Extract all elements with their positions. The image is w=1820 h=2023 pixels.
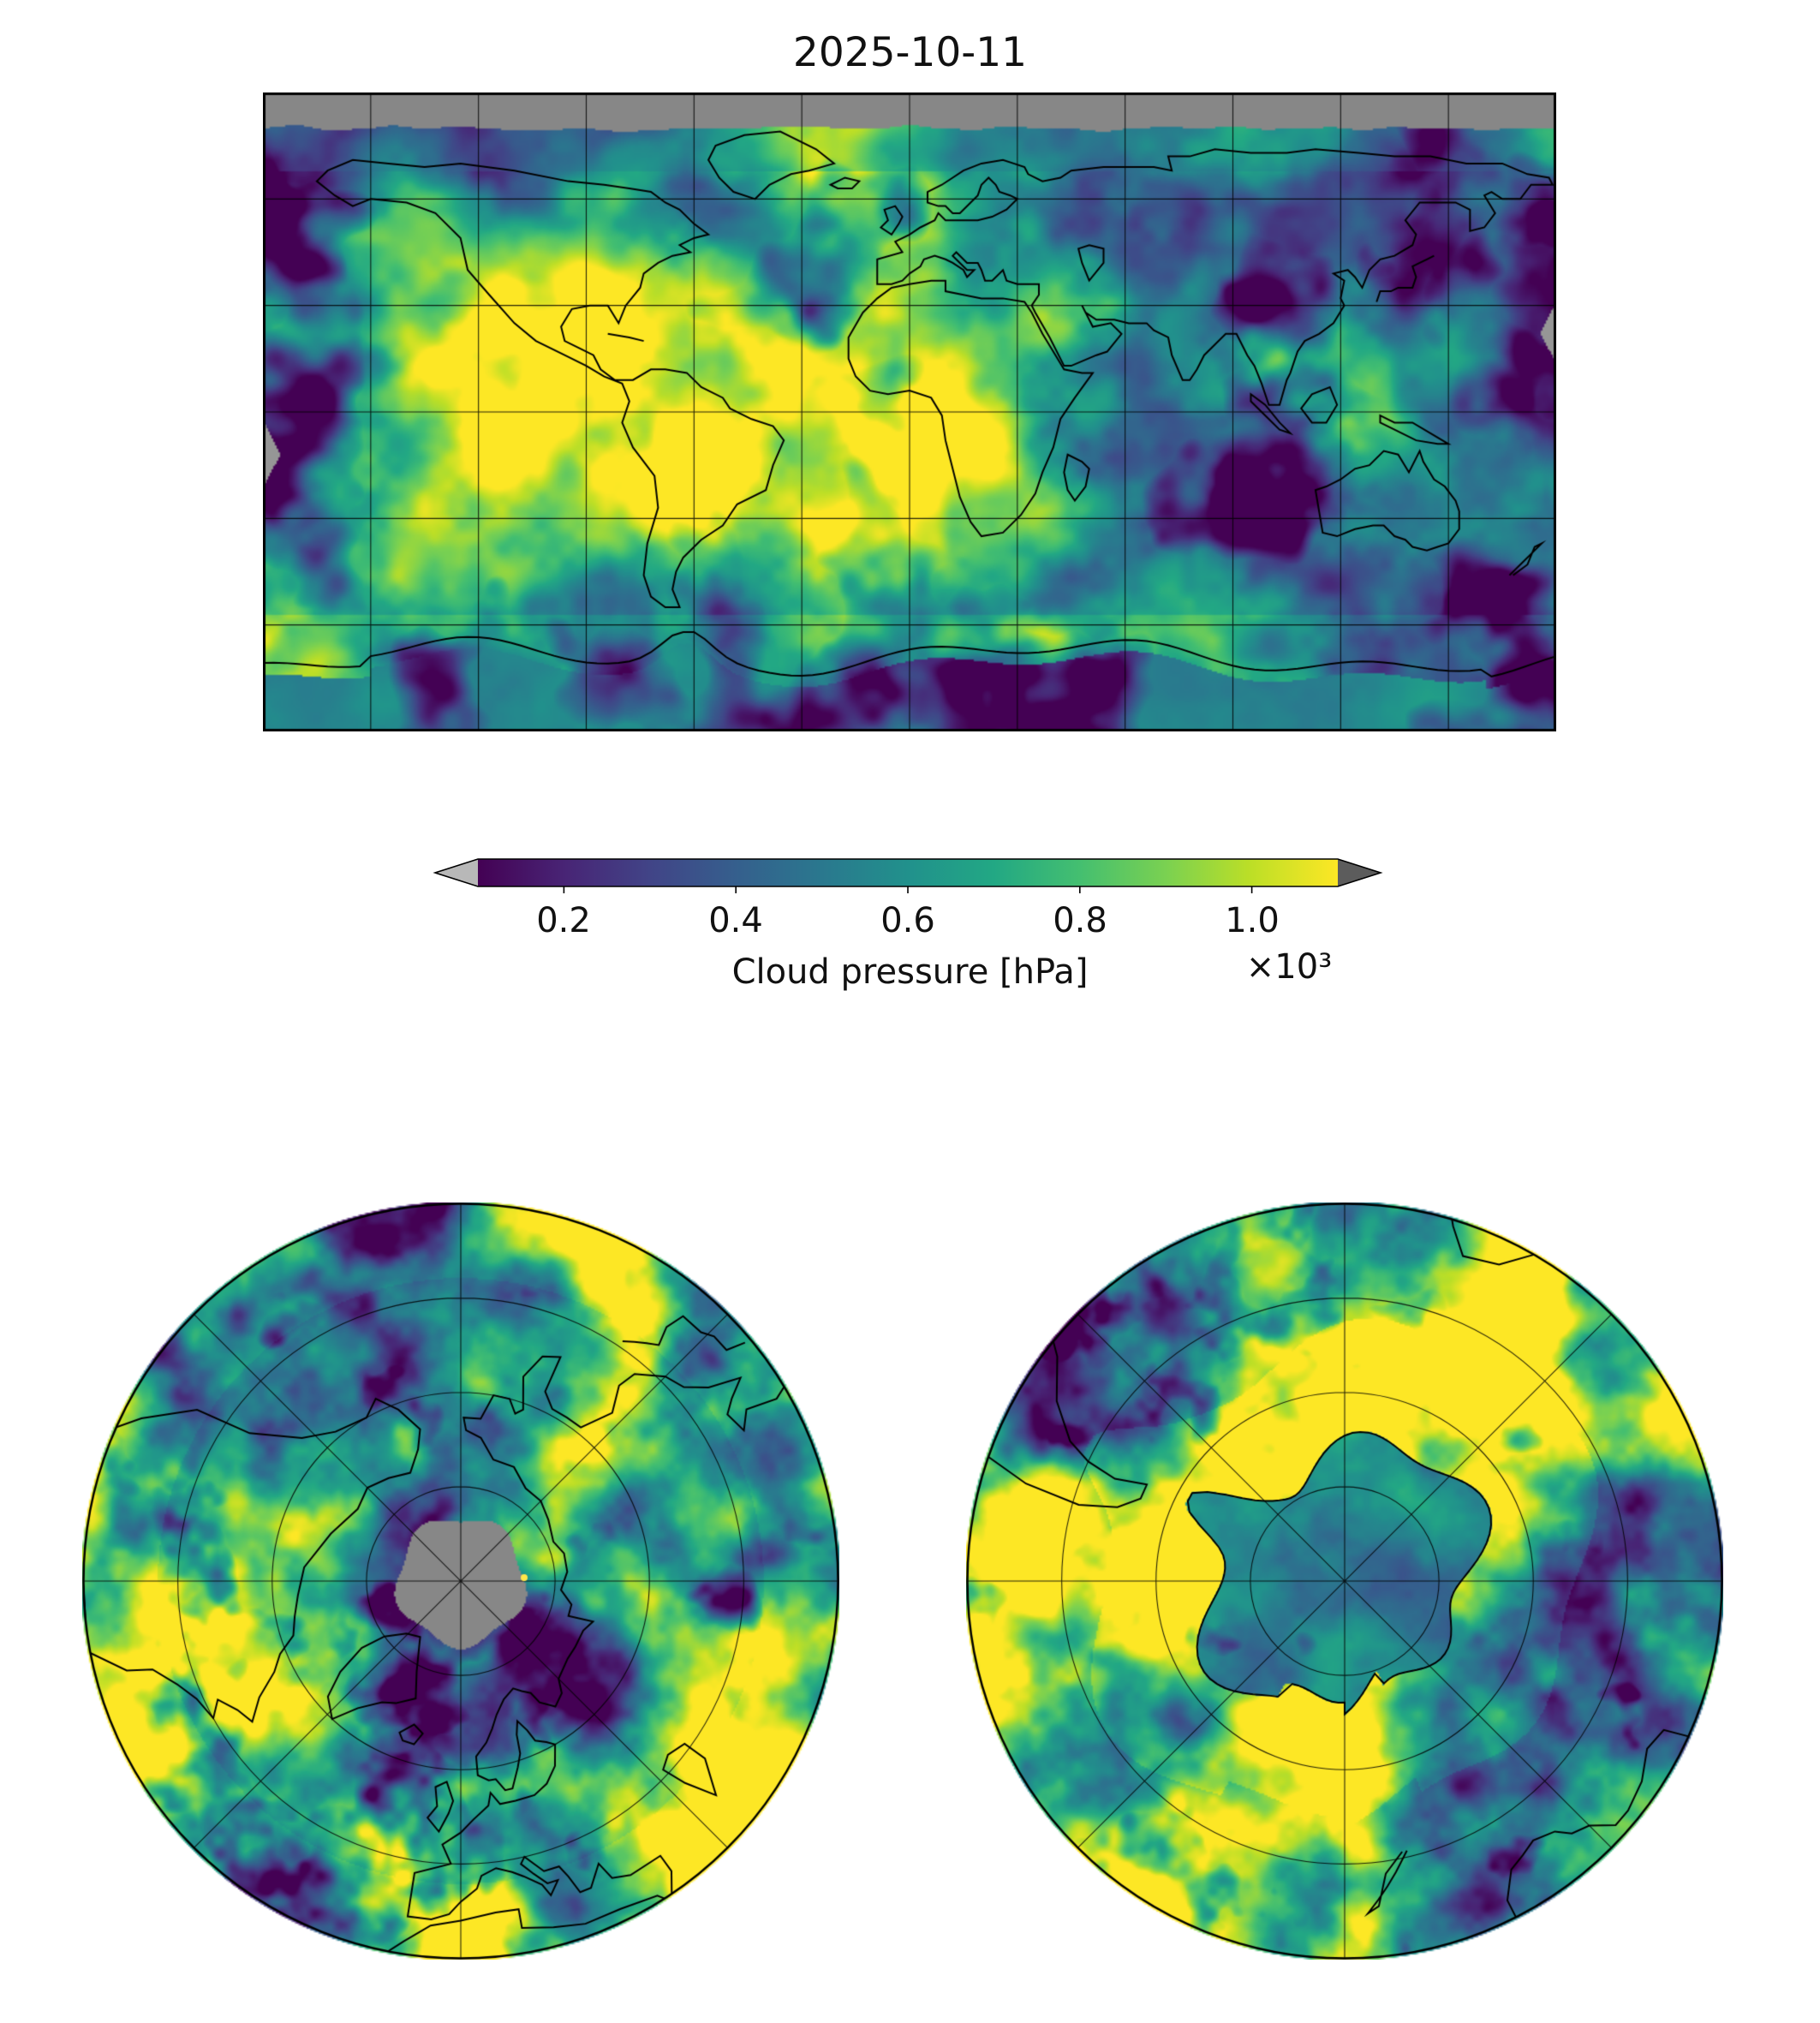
south-polar-coastlines-overlay [966,1202,1723,1960]
colorbar-scale-factor: ×10³ [1245,947,1333,987]
colorbar-tick-label: 0.6 [880,901,935,940]
colorbar-tick-label: 0.2 [536,901,591,940]
colorbar-tick-label: 1.0 [1225,901,1280,940]
colorbar-under-arrow [435,859,478,886]
colorbar-axis-label: Cloud pressure [hPa] [731,952,1089,992]
colorbar-outline [433,858,1383,887]
colorbar-tick-label: 0.4 [708,901,763,940]
colorbar [433,858,1383,893]
north-polar-map-panel [82,1202,839,1960]
colorbar-tick-marks [563,886,1253,893]
colorbar-gradient-bar [478,859,1338,886]
global-map-panel [263,92,1556,731]
colorbar-over-arrow [1338,859,1381,886]
figure-title: 2025-10-11 [792,29,1028,76]
south-polar-map-panel [966,1202,1723,1960]
global-map-coastlines-overlay [263,92,1556,731]
north-polar-coastlines-overlay [82,1202,839,1960]
colorbar-tick-label: 0.8 [1053,901,1107,940]
